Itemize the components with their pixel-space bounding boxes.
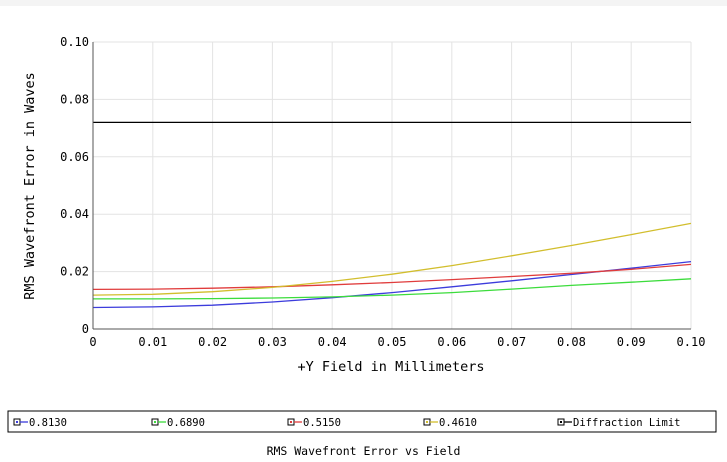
series-line-1 (93, 278, 692, 300)
legend-marker-fill (16, 421, 18, 423)
legend-entry-label: 0.5150 (303, 417, 341, 429)
y-tick-label: 0 (82, 322, 89, 336)
y-tick-label: 0.10 (60, 35, 89, 49)
y-tick-labels: 0 0.02 0.04 0.06 0.08 0.10 (60, 35, 89, 336)
series-line-2 (92, 263, 692, 291)
x-tick-label: 0.07 (497, 335, 526, 349)
x-tick-label: 0 (89, 335, 96, 349)
x-tick-label: 0.01 (138, 335, 167, 349)
grid (92, 41, 692, 330)
y-axis-label: RMS Wavefront Error in Waves (22, 72, 38, 300)
legend-box (7, 410, 717, 433)
series-lines (92, 121, 692, 309)
chart-title: RMS Wavefront Error vs Field (266, 444, 461, 458)
legend: 0.8130 0.6890 0.5150 0.4610 Diffraction Limi… (7, 410, 717, 433)
series-line-3 (92, 222, 692, 296)
top-border (0, 0, 727, 6)
x-axis-label: +Y Field in Millimeters (298, 359, 485, 375)
legend-marker-fill (426, 421, 428, 423)
x-tick-label: 0.05 (378, 335, 407, 349)
x-tick-label: 0.09 (617, 335, 646, 349)
legend-marker-fill (290, 421, 292, 423)
x-tick-label: 0.04 (318, 335, 347, 349)
y-tick-label: 0.04 (60, 207, 89, 221)
x-tick-label: 0.08 (557, 335, 586, 349)
legend-entry-label: 0.8130 (29, 417, 67, 429)
legend-entry-label: 0.6890 (167, 417, 205, 429)
x-tick-label: 0.06 (437, 335, 466, 349)
legend-entry-label: 0.4610 (439, 417, 477, 429)
legend-entry-label: Diffraction Limit (573, 417, 680, 429)
legend-marker-fill (560, 421, 562, 423)
y-tick-label: 0.08 (60, 92, 89, 106)
axes (92, 42, 691, 330)
x-tick-label: 0.03 (258, 335, 287, 349)
legend-marker-fill (154, 421, 156, 423)
x-tick-label: 0.02 (198, 335, 227, 349)
y-tick-label: 0.06 (60, 150, 89, 164)
x-tick-label: 0.10 (677, 335, 706, 349)
y-tick-label: 0.02 (60, 265, 89, 279)
x-tick-labels: 0 0.01 0.02 0.03 0.04 0.05 0.06 0.07 0.08 0.09 0.1… (89, 335, 705, 349)
